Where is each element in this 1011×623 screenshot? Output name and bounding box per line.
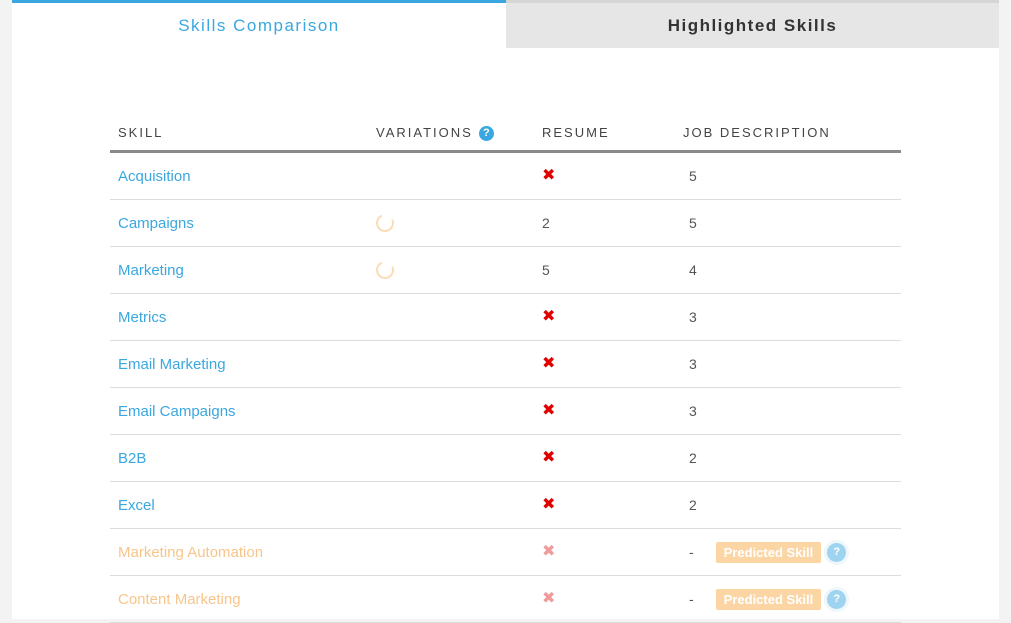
- predicted-help-icon[interactable]: ?: [827, 542, 847, 562]
- table-row: B2B ✖ 2: [110, 435, 901, 482]
- skills-table: SKILL VARIATIONS? RESUME JOB DESCRIPTION…: [110, 116, 901, 623]
- predicted-help-icon[interactable]: ?: [827, 589, 847, 609]
- header-variations-label: VARIATIONS: [376, 125, 473, 140]
- header-job-description: JOB DESCRIPTION: [683, 125, 831, 140]
- skill-link[interactable]: Marketing Automation: [118, 543, 264, 561]
- loading-spinner-icon: [373, 211, 397, 235]
- skill-cell: Email Campaigns: [118, 388, 236, 434]
- job-description-count: 3: [689, 403, 697, 419]
- header-resume: RESUME: [542, 125, 610, 140]
- table-row: Excel ✖ 2: [110, 482, 901, 529]
- missing-x-icon: ✖: [542, 543, 556, 560]
- job-description-count: 4: [689, 262, 697, 278]
- variations-cell: [373, 200, 397, 246]
- skill-cell: B2B: [118, 435, 146, 481]
- job-description-cell: 3: [689, 341, 697, 387]
- job-description-cell: - Predicted Skill?: [689, 529, 847, 575]
- missing-x-icon: ✖: [542, 167, 556, 184]
- job-description-count: 2: [689, 450, 697, 466]
- skill-cell: Metrics: [118, 294, 166, 340]
- header-variations: VARIATIONS?: [376, 125, 494, 141]
- job-description-cell: 3: [689, 388, 697, 434]
- resume-cell: ✖: [542, 529, 555, 575]
- skill-cell: Campaigns: [118, 200, 194, 246]
- resume-cell: ✖: [542, 294, 555, 340]
- resume-cell: ✖: [542, 153, 555, 199]
- resume-cell: ✖: [542, 482, 555, 528]
- skill-link[interactable]: Email Campaigns: [118, 402, 236, 420]
- job-description-cell: - Predicted Skill?: [689, 576, 847, 622]
- table-row: Marketing Automation ✖ - Predicted Skill?: [110, 529, 901, 576]
- job-description-cell: 2: [689, 482, 697, 528]
- resume-cell: 2: [542, 200, 550, 246]
- table-row: Acquisition ✖ 5: [110, 153, 901, 200]
- skill-link[interactable]: Acquisition: [118, 167, 191, 185]
- missing-x-icon: ✖: [542, 496, 556, 513]
- skill-cell: Content Marketing: [118, 576, 241, 622]
- tab-skills-comparison[interactable]: Skills Comparison: [12, 0, 506, 48]
- resume-cell: ✖: [542, 341, 555, 387]
- predicted-skill-badge: Predicted Skill: [715, 588, 822, 610]
- variations-cell: [373, 247, 397, 293]
- skill-link[interactable]: Metrics: [118, 308, 167, 326]
- missing-x-icon: ✖: [542, 355, 556, 372]
- resume-count: 5: [542, 262, 550, 278]
- job-description-cell: 2: [689, 435, 697, 481]
- resume-cell: ✖: [542, 435, 555, 481]
- tab-bar: Skills Comparison Highlighted Skills: [12, 0, 999, 48]
- job-description-count: 2: [689, 497, 697, 513]
- missing-x-icon: ✖: [542, 449, 556, 466]
- job-description-count: 5: [689, 215, 697, 231]
- skill-cell: Acquisition: [118, 153, 191, 199]
- job-description-cell: 5: [689, 153, 697, 199]
- missing-x-icon: ✖: [542, 590, 556, 607]
- tab-highlighted-skills[interactable]: Highlighted Skills: [506, 0, 999, 48]
- table-row: Marketing 5 4: [110, 247, 901, 294]
- job-description-cell: 3: [689, 294, 697, 340]
- table-body: Acquisition ✖ 5 Campaigns 2 5 Marketing 5 4 Metri…: [110, 153, 901, 623]
- skill-link[interactable]: B2B: [118, 449, 147, 467]
- resume-cell: 5: [542, 247, 550, 293]
- table-row: Email Campaigns ✖ 3: [110, 388, 901, 435]
- missing-x-icon: ✖: [542, 308, 556, 325]
- skill-link[interactable]: Marketing: [118, 261, 184, 279]
- table-row: Email Marketing ✖ 3: [110, 341, 901, 388]
- resume-count: 2: [542, 215, 550, 231]
- predicted-skill-badge: Predicted Skill: [715, 541, 822, 563]
- table-row: Content Marketing ✖ - Predicted Skill?: [110, 576, 901, 623]
- resume-cell: ✖: [542, 576, 555, 622]
- skill-cell: Marketing: [118, 247, 184, 293]
- job-description-cell: 4: [689, 247, 697, 293]
- job-description-cell: 5: [689, 200, 697, 246]
- header-skill: SKILL: [118, 125, 164, 140]
- table-row: Campaigns 2 5: [110, 200, 901, 247]
- table-header: SKILL VARIATIONS? RESUME JOB DESCRIPTION: [110, 116, 901, 153]
- skill-cell: Excel: [118, 482, 155, 528]
- skill-cell: Marketing Automation: [118, 529, 263, 575]
- skill-link[interactable]: Excel: [118, 496, 155, 514]
- job-description-count: 5: [689, 168, 697, 184]
- job-description-count: 3: [689, 309, 697, 325]
- skill-link[interactable]: Campaigns: [118, 214, 194, 232]
- skills-panel: Skills Comparison Highlighted Skills SKI…: [12, 0, 999, 623]
- job-description-count: 3: [689, 356, 697, 372]
- resume-cell: ✖: [542, 388, 555, 434]
- missing-x-icon: ✖: [542, 402, 556, 419]
- job-description-count: -: [689, 591, 694, 607]
- loading-spinner-icon: [373, 258, 397, 282]
- skill-cell: Email Marketing: [118, 341, 226, 387]
- skill-link[interactable]: Email Marketing: [118, 355, 226, 373]
- skill-link[interactable]: Content Marketing: [118, 590, 241, 608]
- job-description-count: -: [689, 544, 694, 560]
- help-icon[interactable]: ?: [478, 126, 494, 141]
- table-row: Metrics ✖ 3: [110, 294, 901, 341]
